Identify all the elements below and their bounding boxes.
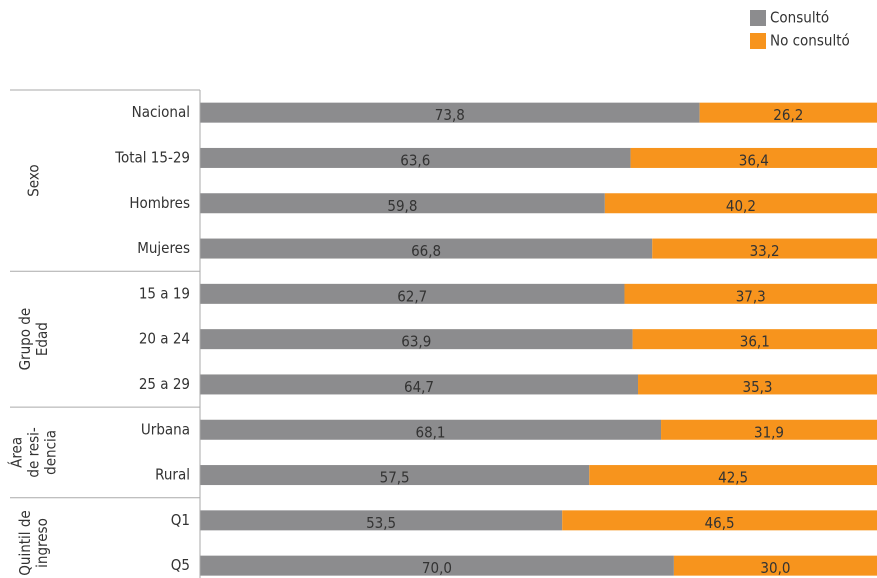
value-label: 59,8 (387, 197, 417, 215)
legend-label: No consultó (770, 32, 850, 50)
category-label: 25 a 29 (139, 375, 190, 393)
bar-segment (200, 510, 563, 531)
legend-swatch (750, 10, 766, 26)
value-label: 57,5 (380, 469, 410, 487)
bar-segment (699, 102, 877, 123)
bar-segment (200, 329, 633, 350)
category-label: Q5 (171, 556, 190, 574)
bar-segment (200, 102, 700, 123)
bar-segment (200, 419, 662, 440)
value-label: 31,9 (754, 423, 784, 441)
bar-segment (200, 193, 605, 214)
value-label: 40,2 (726, 197, 756, 215)
value-label: 63,9 (401, 333, 431, 351)
value-label: 63,6 (400, 151, 430, 169)
bar-segment (200, 147, 631, 168)
category-label: 15 a 19 (139, 284, 190, 302)
group-label: Grupo de Edad (16, 308, 51, 371)
bar-segment (638, 374, 877, 395)
category-label: Nacional (132, 103, 190, 121)
value-label: 42,5 (718, 469, 748, 487)
bar-segment (630, 147, 877, 168)
bar-segment (200, 238, 653, 259)
bar-segment (673, 555, 877, 576)
value-label: 35,3 (742, 378, 772, 396)
value-label: 62,7 (397, 287, 427, 305)
group-label-line: dencia (42, 430, 60, 475)
bar-segment (200, 283, 625, 304)
bar-segment (632, 329, 877, 350)
value-label: 36,4 (739, 151, 769, 169)
value-label: 30,0 (760, 559, 790, 577)
bar-segment (624, 283, 877, 304)
group-label-line: Quintil de (16, 510, 34, 575)
value-label: 70,0 (422, 559, 452, 577)
value-label: 68,1 (415, 423, 445, 441)
value-label: 64,7 (404, 378, 434, 396)
category-label: Mujeres (137, 239, 190, 257)
value-label: 36,1 (740, 333, 770, 351)
category-label: 20 a 24 (139, 330, 190, 348)
group-label: Quintil de ingreso (16, 510, 51, 575)
category-label: Hombres (129, 194, 190, 212)
group-label-line: Edad (33, 322, 51, 356)
group-label-line: de resi- (25, 427, 43, 477)
category-label: Rural (155, 466, 190, 484)
bar-segment (589, 465, 877, 486)
bar-segment (562, 510, 877, 531)
value-label: 26,2 (773, 106, 803, 124)
legend-label: Consultó (770, 9, 829, 27)
legend-swatch (750, 33, 766, 49)
category-label: Q1 (171, 511, 190, 529)
value-label: 73,8 (435, 106, 465, 124)
category-label: Total 15-29 (114, 148, 190, 166)
bar-segment (200, 374, 639, 395)
group-label-line: Sexo (25, 164, 43, 196)
bar-segment (652, 238, 877, 259)
value-label: 53,5 (366, 514, 396, 532)
group-label-line: Área (7, 437, 26, 468)
value-label: 66,8 (411, 242, 441, 260)
bar-segment (200, 555, 674, 576)
bar-segment (200, 465, 590, 486)
category-label: Urbana (141, 420, 190, 438)
group-label-line: ingreso (33, 518, 51, 568)
group-label-line: Grupo de (16, 308, 34, 371)
value-label: 33,2 (750, 242, 780, 260)
group-label: Área de resi-dencia (7, 427, 60, 477)
value-label: 37,3 (736, 287, 766, 305)
bar-segment (661, 419, 877, 440)
group-label: Sexo (25, 164, 43, 196)
value-label: 46,5 (705, 514, 735, 532)
bar-segment (604, 193, 877, 214)
